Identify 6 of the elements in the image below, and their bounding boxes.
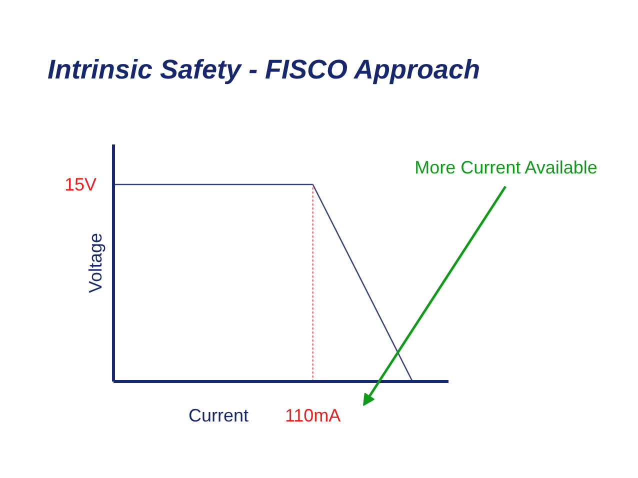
chart-title: Intrinsic Safety - FISCO Approach xyxy=(48,54,480,84)
text: 15V xyxy=(64,174,97,194)
x-axis-title: Current xyxy=(188,406,249,426)
y-axis-title: Voltage xyxy=(86,232,106,294)
text: More Current Available xyxy=(414,158,598,178)
text: 110mA xyxy=(284,406,341,426)
